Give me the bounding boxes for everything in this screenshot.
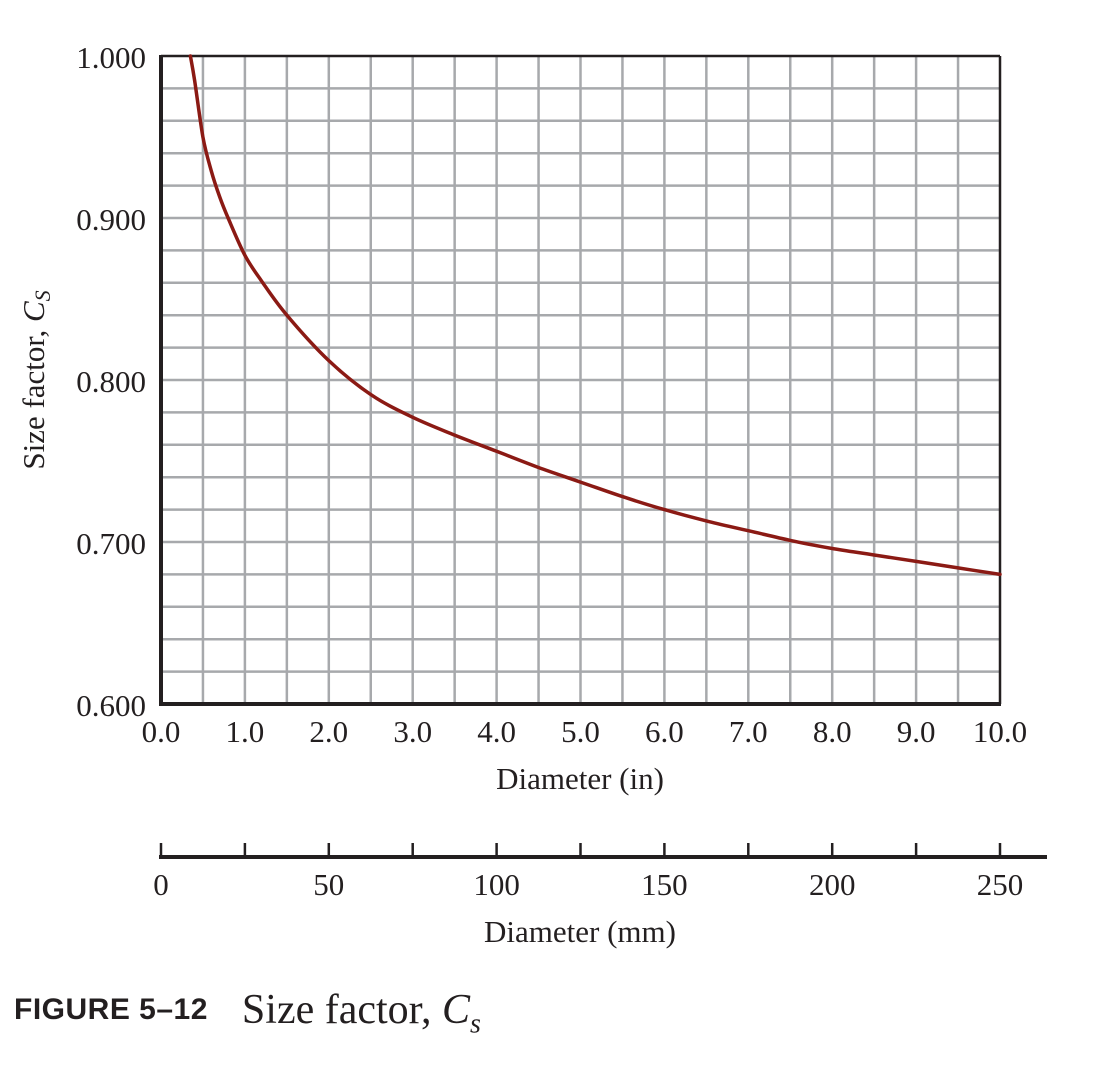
x-axis-label: Diameter (in) [496, 761, 664, 796]
size-factor-curve [188, 54, 1002, 577]
x-tick-label: 2.0 [309, 714, 348, 749]
x-tick-label: 1.0 [226, 714, 265, 749]
x-tick-label: 10.0 [973, 714, 1027, 749]
y-tick-label: 0.800 [76, 364, 146, 399]
x-tick-label: 0.0 [142, 714, 181, 749]
secondary-x-tick-labels: 0 50 100 150 200 250 [153, 867, 1023, 902]
x-tick-label: 9.0 [897, 714, 936, 749]
x-tick-label: 4.0 [477, 714, 516, 749]
secondary-x-tick-label: 200 [809, 867, 856, 902]
figure-number: FIGURE 5–12 [14, 993, 208, 1026]
size-factor-chart: 0.0 1.0 2.0 3.0 4.0 5.0 6.0 7.0 8.0 9.0 10.0 0.600… [16, 40, 1047, 949]
grid [161, 56, 1000, 704]
x-tick-label: 7.0 [729, 714, 768, 749]
x-tick-label: 5.0 [561, 714, 600, 749]
y-tick-label: 1.000 [76, 40, 146, 75]
y-axis-label: Size factor, CS [16, 290, 55, 469]
secondary-x-tick-label: 250 [977, 867, 1024, 902]
caption-text: Size factor, [241, 987, 442, 1033]
y-tick-label: 0.900 [76, 202, 146, 237]
secondary-x-tick-label: 0 [153, 867, 169, 902]
secondary-x-tick-label: 150 [641, 867, 688, 902]
secondary-x-axis-label: Diameter (mm) [484, 914, 676, 949]
y-tick-label: 0.600 [76, 688, 146, 723]
y-tick-label: 0.700 [76, 526, 146, 561]
caption-symbol: Cs [441, 987, 481, 1040]
x-tick-label: 6.0 [645, 714, 684, 749]
axes [159, 54, 1002, 706]
secondary-x-tick-label: 50 [313, 867, 344, 902]
x-tick-label: 3.0 [393, 714, 432, 749]
y-tick-labels: 0.600 0.700 0.800 0.900 1.000 [76, 40, 146, 723]
secondary-x-axis [159, 843, 1047, 859]
x-tick-labels: 0.0 1.0 2.0 3.0 4.0 5.0 6.0 7.0 8.0 9.0 10.0 [142, 714, 1028, 749]
secondary-x-tick-label: 100 [473, 867, 520, 902]
figure-caption: FIGURE 5–12 Size factor, Cs [14, 986, 481, 1040]
x-tick-label: 8.0 [813, 714, 852, 749]
